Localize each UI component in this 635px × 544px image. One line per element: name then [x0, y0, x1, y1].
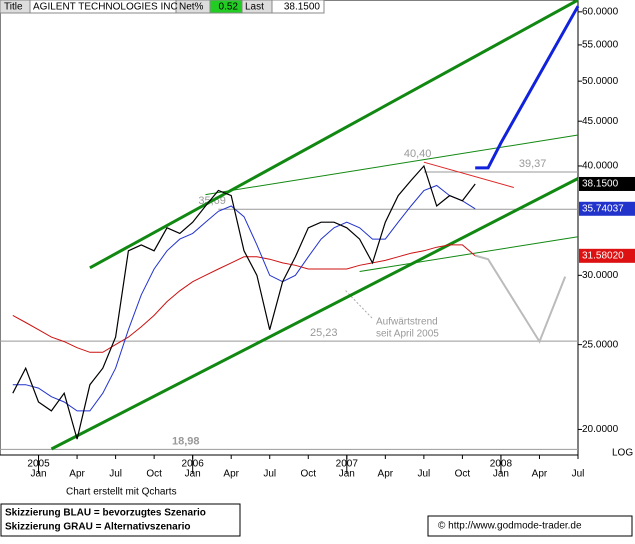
x-tick-label: Jan: [493, 469, 509, 480]
scenario-path: [475, 5, 580, 170]
x-tick-label: Oct: [146, 469, 162, 480]
x-tick-label: Apr: [69, 469, 85, 480]
x-tick-label: Jul: [572, 469, 585, 480]
trendline: [359, 236, 579, 272]
x-year-label: 2006: [182, 459, 205, 470]
trendline: [423, 161, 514, 188]
series-line: [12, 244, 476, 353]
header-last: 38.1500: [284, 2, 321, 13]
price-tag: 38.1500: [582, 179, 619, 190]
price-tag: 31.58020: [582, 250, 624, 261]
x-tick-label: Jan: [30, 469, 46, 480]
log-label: LOG: [612, 448, 633, 459]
trendline: [50, 177, 579, 451]
footer-credit: Chart erstellt mit Qcharts: [66, 487, 177, 498]
x-tick-label: Jan: [185, 469, 201, 480]
y-tick-label: 45.0000: [582, 116, 619, 127]
x-tick-label: Apr: [223, 469, 239, 480]
x-tick-label: Apr: [532, 469, 548, 480]
series-line: [12, 164, 476, 440]
level-label: 39,37: [519, 158, 547, 170]
x-year-label: 2005: [27, 459, 50, 470]
trend-note: seit April 2005: [376, 329, 439, 340]
header-net: 0.52: [219, 2, 239, 13]
legend-box: [0, 503, 241, 537]
x-tick-label: Oct: [300, 469, 316, 480]
trendline: [205, 134, 579, 196]
y-tick-label: 25.0000: [582, 339, 619, 350]
series-line: [12, 184, 476, 412]
x-tick-label: Jul: [417, 469, 430, 480]
y-tick-label: 55.0000: [582, 40, 619, 51]
trendline: [89, 0, 579, 270]
footer-blue: Skizzierung BLAU = bevorzugtes Szenario: [5, 508, 206, 519]
x-year-label: 2007: [336, 459, 359, 470]
price-tag-box: [579, 201, 635, 216]
x-tick-label: Jan: [339, 469, 355, 480]
source-box: [427, 515, 633, 537]
header-label: Title: [4, 2, 23, 13]
x-year-label: 2008: [490, 459, 513, 470]
price-tag-box: [579, 176, 635, 191]
header-box: [271, 0, 325, 14]
footer-grey: Skizzierung GRAU = Alternativszenario: [5, 522, 191, 533]
x-tick-label: Jul: [263, 469, 276, 480]
header-title: AGILENT TECHNOLOGIES INC: [33, 2, 178, 13]
level-label: 40,40: [404, 148, 432, 160]
footer-source: © http://www.godmode-trader.de: [438, 521, 582, 532]
price-tag: 35.74037: [582, 203, 624, 214]
scenario-path: [474, 254, 567, 344]
x-tick-label: Oct: [455, 469, 471, 480]
y-tick-label: 20.0000: [582, 424, 619, 435]
header-label: Net%: [179, 2, 204, 13]
y-tick-label: 30.0000: [582, 270, 619, 281]
y-tick-label: 40.0000: [582, 161, 619, 172]
plot-area: [0, 0, 579, 456]
level-label: 18,98: [172, 435, 200, 447]
x-tick-label: Jul: [109, 469, 122, 480]
header-label: Last: [245, 2, 264, 13]
x-tick-label: Apr: [378, 469, 394, 480]
level-label: 25,23: [310, 327, 338, 339]
price-tag-box: [579, 248, 635, 263]
y-tick-label: 50.0000: [582, 76, 619, 87]
trend-note: Aufwärtstrend: [376, 317, 438, 328]
y-tick-label: 60.0000: [582, 6, 619, 17]
